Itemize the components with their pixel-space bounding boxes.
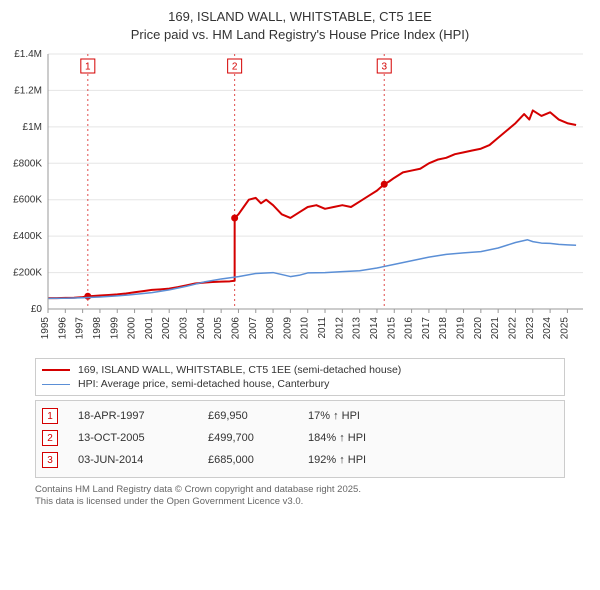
svg-text:£1.4M: £1.4M [14,49,42,60]
title-line1: 169, ISLAND WALL, WHITSTABLE, CT5 1EE [10,8,590,26]
svg-text:1995: 1995 [40,317,51,340]
svg-text:1998: 1998 [92,317,103,340]
svg-text:2015: 2015 [386,317,397,340]
event-marker: 2 [42,430,58,446]
svg-text:2016: 2016 [404,317,415,340]
event-row: 3 03-JUN-2014£685,000192% ↑ HPI [42,449,558,471]
event-date: 03-JUN-2014 [78,454,208,466]
event-pct: 192% ↑ HPI [308,454,558,466]
svg-text:2006: 2006 [230,317,241,340]
event-pct: 17% ↑ HPI [308,410,558,422]
legend-label-hpi: HPI: Average price, semi-detached house,… [78,378,329,390]
chart-title: 169, ISLAND WALL, WHITSTABLE, CT5 1EE Pr… [0,0,600,49]
event-date: 13-OCT-2005 [78,432,208,444]
svg-text:£200K: £200K [13,268,42,279]
svg-text:£0: £0 [31,304,43,315]
event-row: 1 18-APR-1997£69,95017% ↑ HPI [42,405,558,427]
legend-swatch-property [42,369,70,371]
svg-text:2014: 2014 [369,317,380,340]
chart-container: £0 £200K £400K £600K £800K £1M £1.2M £1.4M 1995 1… [0,49,600,354]
svg-text:2008: 2008 [265,317,276,340]
svg-text:2011: 2011 [317,317,328,339]
svg-text:1: 1 [85,62,91,73]
svg-text:2009: 2009 [282,317,293,340]
svg-text:2023: 2023 [525,317,536,340]
svg-text:2022: 2022 [507,317,518,340]
svg-text:£1M: £1M [23,122,42,133]
events-list: 1 18-APR-1997£69,95017% ↑ HPI 2 13-OCT-2005… [35,400,565,478]
svg-text:2013: 2013 [352,317,363,340]
svg-text:2012: 2012 [334,317,345,340]
svg-text:2000: 2000 [127,317,138,340]
svg-text:2002: 2002 [161,317,172,340]
legend-label-property: 169, ISLAND WALL, WHITSTABLE, CT5 1EE (s… [78,364,401,376]
event-pct: 184% ↑ HPI [308,432,558,444]
svg-text:2025: 2025 [559,317,570,340]
svg-text:1996: 1996 [57,317,68,340]
svg-text:2017: 2017 [421,317,432,340]
legend-row-property: 169, ISLAND WALL, WHITSTABLE, CT5 1EE (s… [42,363,558,377]
footer-line2: This data is licensed under the Open Gov… [35,496,565,508]
legend: 169, ISLAND WALL, WHITSTABLE, CT5 1EE (s… [35,358,565,396]
event-date: 18-APR-1997 [78,410,208,422]
svg-text:2024: 2024 [542,317,553,340]
price-chart: £0 £200K £400K £600K £800K £1M £1.2M £1.4M 1995 1… [0,49,600,349]
svg-text:2004: 2004 [196,317,207,340]
event-marker: 3 [42,452,58,468]
event-row: 2 13-OCT-2005£499,700184% ↑ HPI [42,427,558,449]
svg-text:2007: 2007 [248,317,259,340]
svg-text:3: 3 [381,62,387,73]
svg-text:2: 2 [232,62,238,73]
event-price: £685,000 [208,454,308,466]
svg-text:2005: 2005 [213,317,224,340]
title-line2: Price paid vs. HM Land Registry's House … [10,26,590,44]
legend-swatch-hpi [42,384,70,385]
svg-text:£600K: £600K [13,195,42,206]
legend-row-hpi: HPI: Average price, semi-detached house,… [42,377,558,391]
svg-text:2001: 2001 [144,317,155,340]
event-price: £499,700 [208,432,308,444]
svg-text:£800K: £800K [13,158,42,169]
svg-text:£400K: £400K [13,231,42,242]
svg-text:2019: 2019 [456,317,467,340]
svg-text:2018: 2018 [438,317,449,340]
event-marker: 1 [42,408,58,424]
svg-text:2010: 2010 [300,317,311,340]
attribution-footer: Contains HM Land Registry data © Crown c… [35,484,565,509]
svg-text:2020: 2020 [473,317,484,340]
svg-text:£1.2M: £1.2M [14,86,42,97]
svg-text:1997: 1997 [75,317,86,340]
event-price: £69,950 [208,410,308,422]
footer-line1: Contains HM Land Registry data © Crown c… [35,484,565,496]
svg-text:2003: 2003 [179,317,190,340]
svg-text:2021: 2021 [490,317,501,340]
svg-text:1999: 1999 [109,317,120,340]
